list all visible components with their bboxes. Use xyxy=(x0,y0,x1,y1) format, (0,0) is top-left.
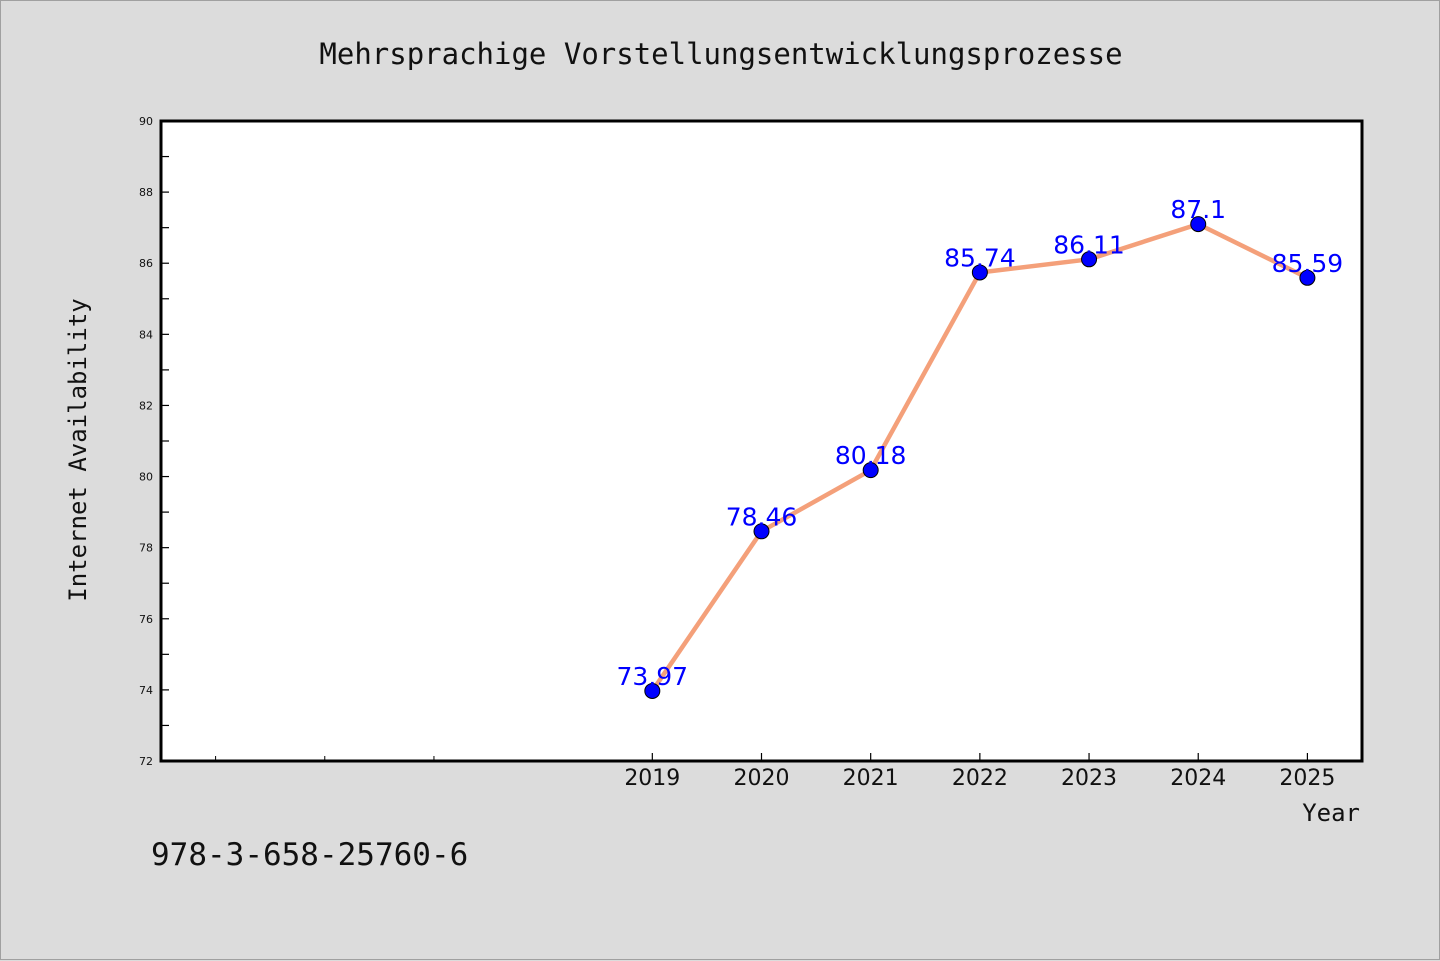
data-label: 80.18 xyxy=(835,441,907,470)
y-tick-label: 86 xyxy=(139,257,153,270)
y-tick-label: 80 xyxy=(139,471,153,484)
x-tick-label: 2022 xyxy=(952,766,1008,791)
y-axis-label: Internet Availability xyxy=(64,298,92,601)
data-label: 86.11 xyxy=(1053,230,1125,259)
x-tick-label: 2024 xyxy=(1170,766,1226,791)
plot-area xyxy=(159,119,1364,763)
data-point xyxy=(1081,251,1098,268)
x-axis: 2019 2020 2021 2022 2023 2024 2025 xyxy=(215,753,1335,791)
data-point xyxy=(753,523,770,540)
y-tick-label: 74 xyxy=(139,684,153,697)
y-axis: 72 74 76 78 80 82 84 86 88 90 xyxy=(139,115,169,768)
y-tick-label: 82 xyxy=(139,399,153,412)
x-tick-label: 2025 xyxy=(1279,766,1335,791)
data-label: 85.59 xyxy=(1272,249,1344,278)
x-tick-label: 2020 xyxy=(734,766,790,791)
data-point xyxy=(971,264,988,281)
data-point xyxy=(862,462,879,479)
y-tick-label: 78 xyxy=(139,542,153,555)
x-axis-label: Year xyxy=(1302,799,1360,827)
data-label: 73.97 xyxy=(617,662,689,691)
data-point xyxy=(1190,216,1207,233)
data-point xyxy=(644,682,661,699)
data-series: 73.97 78.46 80.18 85.74 86.11 87.1 85.59 xyxy=(617,195,1344,699)
x-tick-label: 2019 xyxy=(624,766,680,791)
x-tick-label: 2021 xyxy=(843,766,899,791)
chart-title: Mehrsprachige Vorstellungsentwicklungspr… xyxy=(319,37,1122,71)
x-tick-label: 2023 xyxy=(1061,766,1117,791)
y-tick-label: 72 xyxy=(139,755,153,768)
data-label: 85.74 xyxy=(944,243,1016,272)
y-tick-label: 88 xyxy=(139,186,153,199)
data-label: 87.1 xyxy=(1170,195,1226,224)
y-tick-label: 76 xyxy=(139,613,153,626)
data-label: 78.46 xyxy=(726,502,798,531)
isbn-footer: 978-3-658-25760-6 xyxy=(151,837,468,873)
y-tick-label: 90 xyxy=(139,115,153,128)
y-tick-label: 84 xyxy=(139,328,153,341)
data-point xyxy=(1299,269,1316,286)
